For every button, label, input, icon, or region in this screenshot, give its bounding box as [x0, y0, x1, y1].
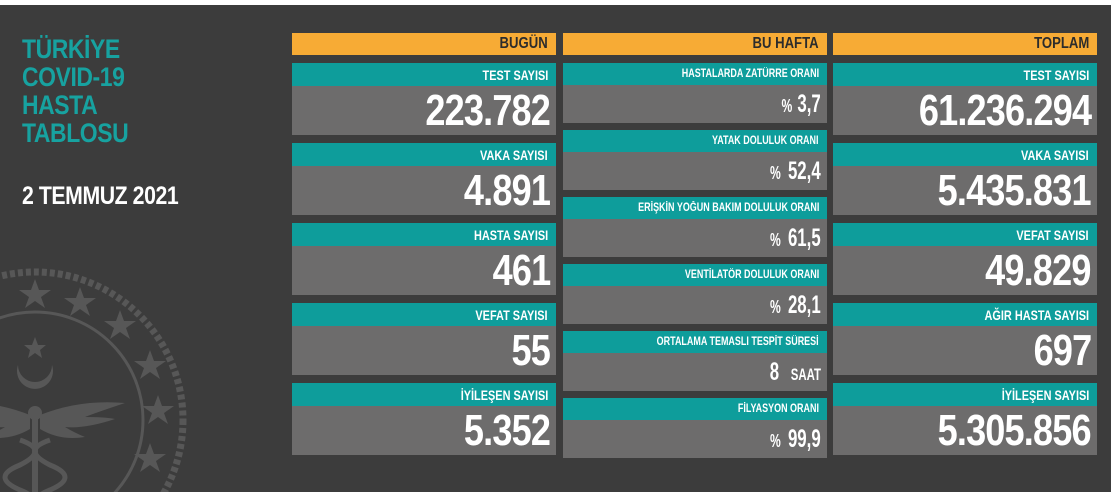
stat-label: ORTALAMA TEMASLI TESPİT SÜRESİ: [563, 331, 827, 353]
stat-label: HASTALARDA ZATÜRRE ORANI: [563, 63, 827, 85]
total-header: TOPLAM: [833, 33, 1097, 55]
stat-label: TEST SAYISI: [292, 63, 556, 86]
total-test-box: TEST SAYISI 61.236.294: [833, 63, 1097, 135]
total-death-box: VEFAT SAYISI 49.829: [833, 223, 1097, 295]
today-test-box: TEST SAYISI 223.782: [292, 63, 556, 135]
total-column: TOPLAM TEST SAYISI 61.236.294 VAKA SAYIS…: [833, 33, 1097, 463]
stat-label: İYİLEŞEN SAYISI: [292, 383, 556, 406]
stat-value: % 28,1: [770, 291, 821, 319]
page-title: TÜRKİYE COVID-19 HASTA TABLOSU: [22, 34, 129, 148]
stat-value: % 52,4: [770, 157, 821, 185]
stat-label: ERİŞKİN YOĞUN BAKIM DOLULUK ORANI: [563, 197, 827, 219]
stat-value: 4.891: [463, 166, 551, 215]
stat-value: 61.236.294: [918, 86, 1092, 135]
stat-value: % 3,7: [781, 90, 821, 118]
stat-value: 49.829: [985, 246, 1092, 295]
week-contact-detection-box: ORTALAMA TEMASLI TESPİT SÜRESİ 8 SAAT: [563, 331, 827, 391]
stat-label: FİLYASYON ORANI: [563, 398, 827, 420]
health-ministry-emblem-icon: [0, 268, 187, 492]
today-patient-box: HASTA SAYISI 461: [292, 223, 556, 295]
title-line-1: TÜRKİYE: [22, 34, 120, 64]
stat-label: YATAK DOLULUK ORANI: [563, 130, 827, 152]
stat-label: VAKA SAYISI: [833, 143, 1097, 166]
stat-value: % 61,5: [770, 224, 821, 252]
week-filiation-box: FİLYASYON ORANI % 99,9: [563, 398, 827, 458]
stat-value: 5.305.856: [937, 406, 1092, 455]
stat-label: VEFAT SAYISI: [833, 223, 1097, 246]
stat-label: HASTA SAYISI: [292, 223, 556, 246]
stat-label: AĞIR HASTA SAYISI: [833, 303, 1097, 326]
stat-label: VENTİLATÖR DOLULUK ORANI: [563, 264, 827, 286]
week-header: BU HAFTA: [563, 33, 827, 55]
week-column: BU HAFTA HASTALARDA ZATÜRRE ORANI % 3,7 Y…: [563, 33, 827, 463]
covid-table-panel: TÜRKİYE COVID-19 HASTA TABLOSU 2 TEMMUZ …: [0, 5, 1111, 492]
total-severe-box: AĞIR HASTA SAYISI 697: [833, 303, 1097, 375]
stat-value: 223.782: [425, 86, 551, 135]
stat-value: % 99,9: [770, 425, 821, 453]
today-column: BUGÜN TEST SAYISI 223.782 VAKA SAYISI 4.…: [292, 33, 556, 463]
stat-value: 697: [1033, 326, 1092, 375]
stat-value: 55: [511, 326, 550, 375]
today-recovered-box: İYİLEŞEN SAYISI 5.352: [292, 383, 556, 455]
week-icu-occupancy-box: ERİŞKİN YOĞUN BAKIM DOLULUK ORANI % 61,5: [563, 197, 827, 257]
today-case-box: VAKA SAYISI 4.891: [292, 143, 556, 215]
stat-label: TEST SAYISI: [833, 63, 1097, 86]
report-date: 2 TEMMUZ 2021: [22, 182, 179, 210]
stat-value: 5.352: [463, 406, 551, 455]
week-bed-occupancy-box: YATAK DOLULUK ORANI % 52,4: [563, 130, 827, 190]
stat-value: 5.435.831: [937, 166, 1092, 215]
stat-label: İYİLEŞEN SAYISI: [833, 383, 1097, 406]
today-death-box: VEFAT SAYISI 55: [292, 303, 556, 375]
stat-value: 8 SAAT: [769, 358, 821, 386]
stat-label: VEFAT SAYISI: [292, 303, 556, 326]
total-recovered-box: İYİLEŞEN SAYISI 5.305.856: [833, 383, 1097, 455]
title-line-3: HASTA: [22, 90, 98, 120]
stat-label: VAKA SAYISI: [292, 143, 556, 166]
week-pneumonia-box: HASTALARDA ZATÜRRE ORANI % 3,7: [563, 63, 827, 123]
total-case-box: VAKA SAYISI 5.435.831: [833, 143, 1097, 215]
title-line-2: COVID-19: [22, 62, 125, 92]
today-header: BUGÜN: [292, 33, 556, 55]
week-ventilator-occupancy-box: VENTİLATÖR DOLULUK ORANI % 28,1: [563, 264, 827, 324]
title-line-4: TABLOSU: [22, 118, 129, 148]
stat-value: 461: [492, 246, 551, 295]
